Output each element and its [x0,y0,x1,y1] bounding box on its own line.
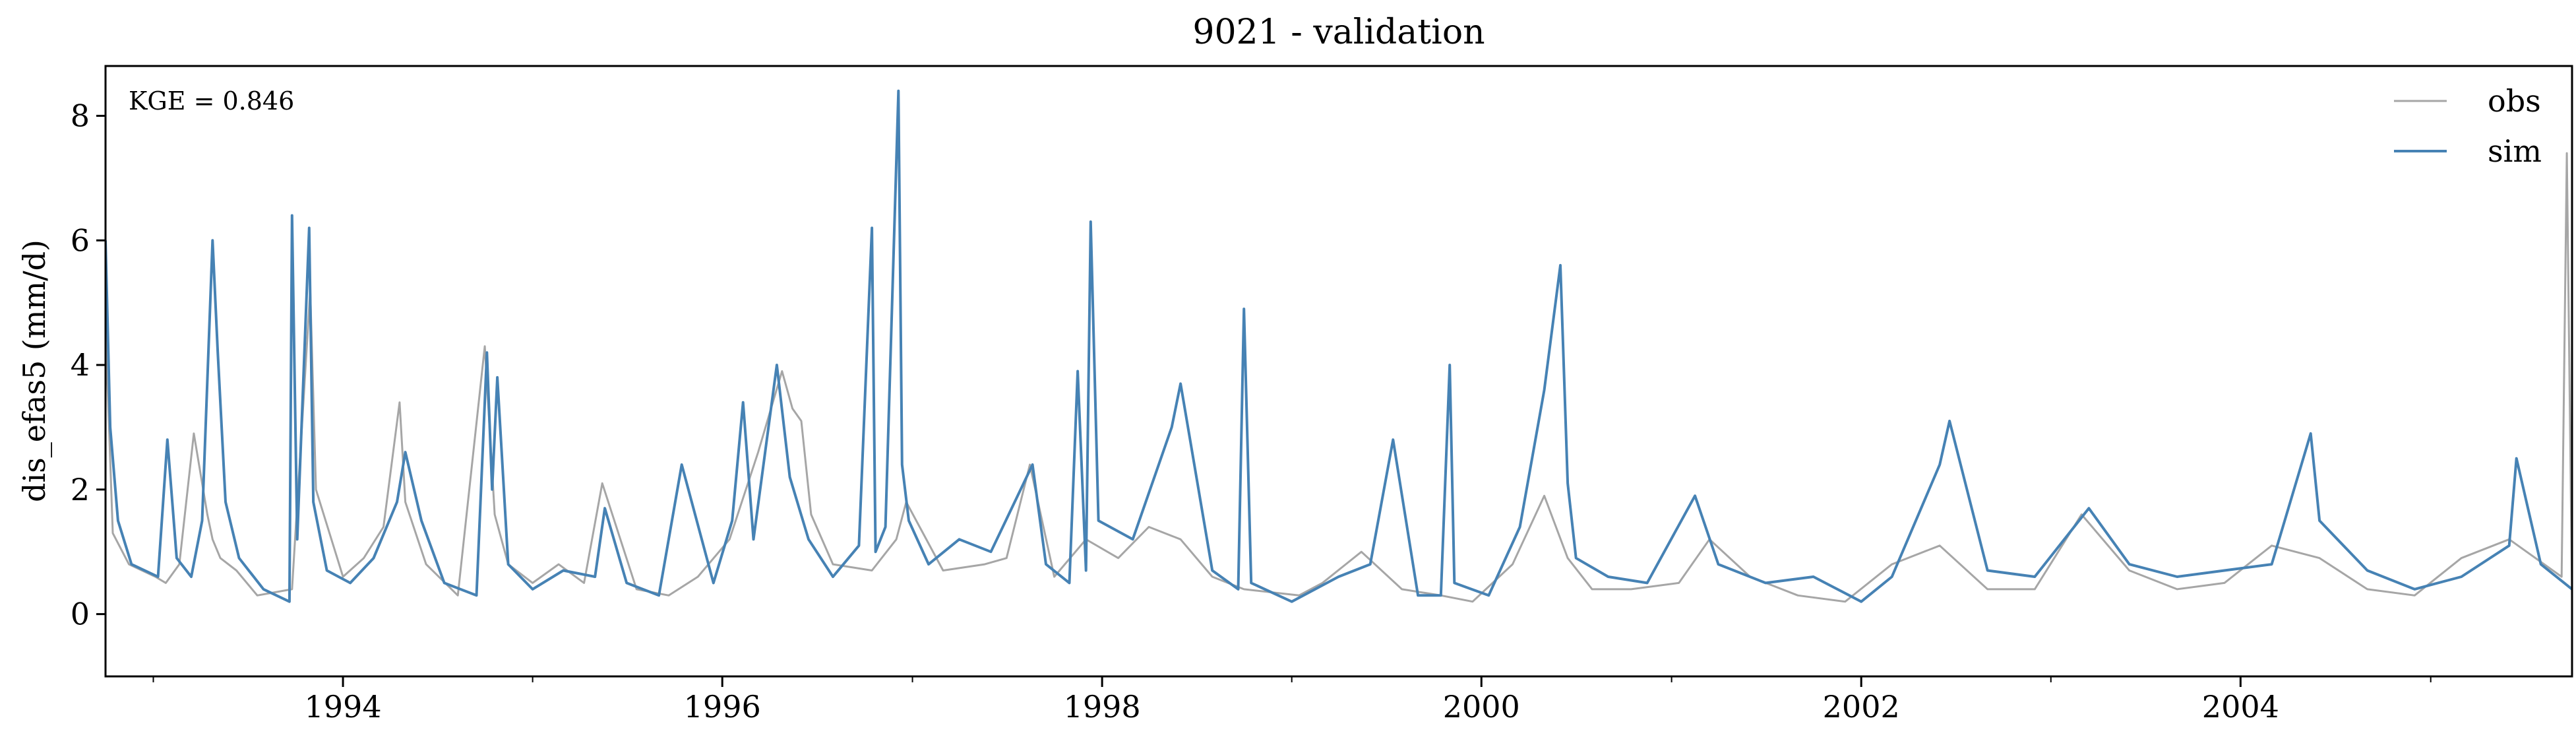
plot-frame [104,65,2573,678]
y-tick-label: 6 [71,222,90,258]
chart-title: 9021 - validation [1192,13,1485,52]
y-axis-label: dis_efas5 (mm/d) [16,240,52,502]
series-line-obs [106,152,2572,603]
x-tick-label: 1996 [684,689,761,725]
legend-label-obs: obs [2488,83,2541,119]
x-tick-label: 1994 [305,689,382,725]
x-axis: 1994 1996 1998 2000 2002 2004 [152,676,2432,725]
legend-label-sim: sim [2488,133,2542,169]
y-axis: 0 2 4 6 8 [71,98,106,632]
y-tick-label: 2 [71,472,90,507]
series-line-sim [106,89,2572,603]
y-tick-label: 8 [71,98,90,134]
x-tick-label: 2000 [1443,689,1520,725]
x-tick-label: 2004 [2202,689,2279,725]
legend: obs sim [2394,83,2542,169]
plot-area [106,89,2572,603]
x-tick-label: 1998 [1064,689,1141,725]
kge-annotation: KGE = 0.846 [129,86,294,115]
x-tick-label: 2002 [1823,689,1900,725]
y-tick-label: 4 [71,347,90,383]
y-tick-label: 0 [71,597,90,632]
